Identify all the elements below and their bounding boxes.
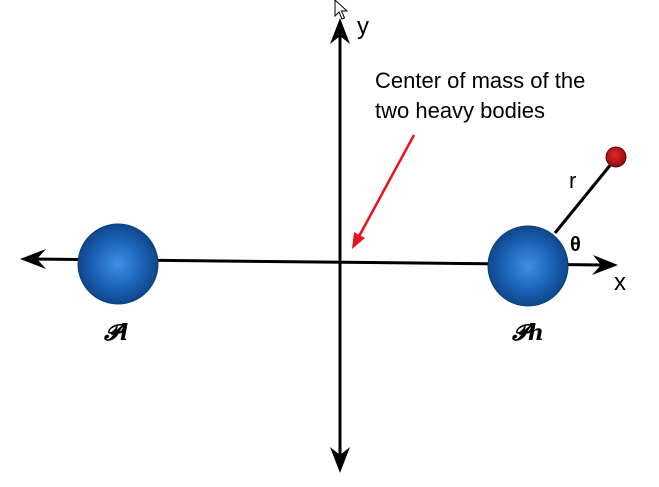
y-axis-bottom-arrowhead: [330, 447, 350, 473]
annotation-line-1: Center of mass of the: [375, 68, 585, 93]
radius-label: r: [569, 168, 576, 193]
x-axis-right-arrowhead: [592, 255, 618, 275]
radius-line: [553, 162, 614, 234]
x-axis-left-arrowhead: [20, 249, 46, 269]
x-axis-label: x: [614, 269, 626, 296]
annotation-line-2: two heavy bodies: [375, 98, 545, 123]
left-body-label: 𝓟l: [104, 320, 128, 346]
y-axis-top-arrowhead: [330, 18, 350, 44]
right-heavy-body: [487, 225, 569, 307]
angle-label: θ: [570, 234, 581, 256]
left-heavy-body: [77, 223, 159, 305]
annotation-arrowhead: [352, 232, 365, 249]
right-body-label: 𝓟h: [512, 320, 544, 346]
y-axis-label: y: [357, 13, 369, 40]
test-particle: [605, 146, 627, 168]
arrow-cursor-icon: [334, 0, 349, 20]
annotation-arrow: [355, 134, 416, 241]
